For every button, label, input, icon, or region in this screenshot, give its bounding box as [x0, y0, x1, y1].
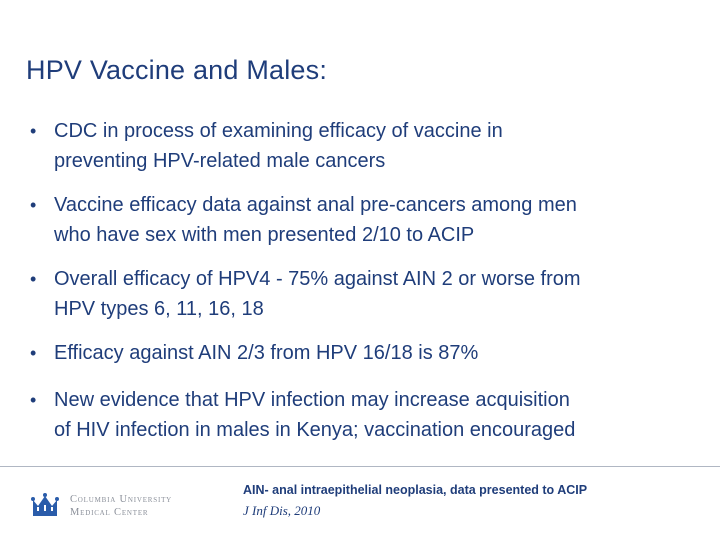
bullet-item: • Efficacy against AIN 2/3 from HPV 16/1… [30, 338, 720, 368]
bullet-marker: • [30, 121, 37, 141]
bullet-item: • Vaccine efficacy data against anal pre… [30, 190, 720, 250]
footnote-citation: J Inf Dis, 2010 [243, 503, 321, 518]
bullet-marker: • [30, 343, 37, 363]
footer-divider [0, 466, 720, 467]
logo-line-1: Columbia University [70, 494, 173, 505]
bullet-item: • CDC in process of examining efficacy o… [30, 116, 720, 176]
bullet-text-line: HPV types 6, 11, 16, 18 [54, 298, 264, 320]
footnote: AIN- anal intraepithelial neoplasia, dat… [243, 483, 587, 519]
bullet-text-line: who have sex with men presented 2/10 to … [54, 224, 475, 246]
bullet-marker: • [30, 269, 37, 289]
bullet-marker: • [30, 195, 37, 215]
logo-text: Columbia University Medical Center [70, 493, 172, 519]
crown-icon [31, 493, 59, 516]
bullet-text-line: Efficacy against AIN 2/3 from HPV 16/18 … [54, 342, 479, 364]
bullet-item: • Overall efficacy of HPV4 - 75% against… [30, 264, 720, 324]
bullet-text-line: CDC in process of examining efficacy of … [54, 120, 503, 142]
footnote-definition: AIN- anal intraepithelial neoplasia, dat… [243, 483, 588, 497]
bullet-text-line: Overall efficacy of HPV4 - 75% against A… [54, 268, 581, 290]
logo-line-2: Medical Center [70, 507, 149, 518]
bullet-text-line: preventing HPV-related male cancers [54, 150, 386, 172]
columbia-logo: Columbia University Medical Center [30, 492, 190, 522]
bullet-text-line: of HIV infection in males in Kenya; vacc… [54, 419, 576, 441]
bullet-text-line: New evidence that HPV infection may incr… [54, 389, 570, 411]
slide-title: HPV Vaccine and Males: [26, 55, 328, 85]
bullet-text-line: Vaccine efficacy data against anal pre-c… [54, 194, 577, 216]
bullet-item: • New evidence that HPV infection may in… [30, 385, 720, 445]
bullet-marker: • [30, 390, 37, 410]
